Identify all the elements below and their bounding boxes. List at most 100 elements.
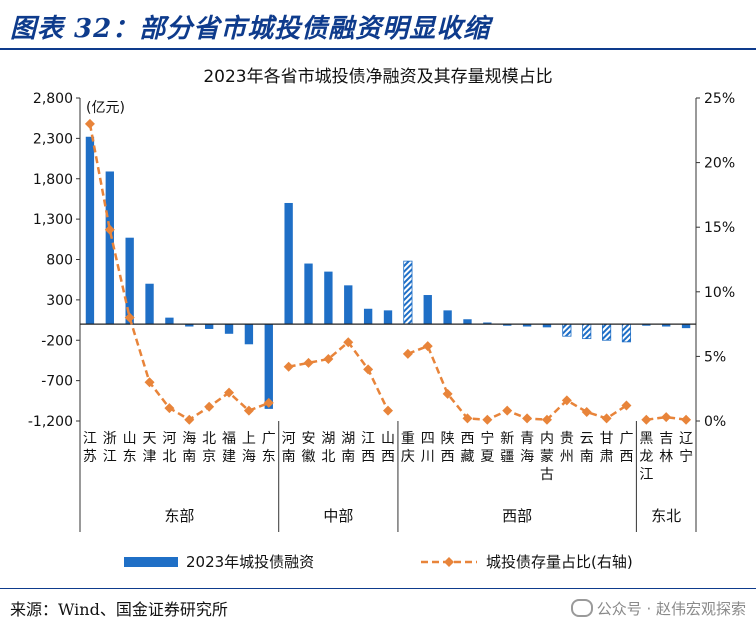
bar-山西 — [383, 310, 393, 325]
group-label-中部: 中部 — [323, 507, 353, 525]
bar-天津 — [145, 283, 154, 325]
category-label-重庆: 重庆 — [401, 431, 415, 465]
category-label-福建: 福建 — [222, 431, 236, 465]
figure-title: 图表 32：部分省市城投债融资明显收缩 — [10, 14, 491, 44]
share-marker-黑龙江 — [641, 414, 652, 425]
bar-浙江 — [105, 171, 114, 325]
bar-河南 — [284, 202, 293, 325]
category-label-宁夏: 宁夏 — [480, 430, 494, 465]
share-marker-广西 — [621, 400, 632, 411]
bar-江苏 — [85, 136, 95, 325]
category-label-北京: 北京 — [202, 431, 216, 465]
group-label-东部: 东部 — [164, 507, 194, 525]
legend-bar-swatch — [124, 557, 178, 567]
share-line-东部 — [88, 123, 270, 422]
category-label-甘肃: 甘肃 — [600, 431, 614, 465]
bar-广西 — [621, 323, 632, 343]
bar-青海 — [522, 324, 532, 327]
left-tick-label: 2,300 — [33, 131, 73, 147]
bar-辽宁 — [681, 324, 691, 329]
share-marker-安徽 — [303, 357, 314, 368]
category-label-四川: 四川 — [421, 431, 435, 465]
category-label-山西: 山西 — [381, 431, 395, 465]
watermark-text: 公众号 · 赵伟宏观探索 — [596, 600, 746, 618]
left-tick-label: -700 — [41, 374, 73, 390]
left-tick-label: 800 — [46, 253, 73, 269]
share-marker-重庆 — [402, 348, 413, 359]
share-line-西部 — [407, 344, 628, 421]
share-marker-上海 — [243, 405, 254, 416]
right-tick-label: 25% — [704, 91, 735, 107]
category-label-云南: 云南 — [580, 431, 594, 465]
category-label-江西: 江西 — [361, 431, 375, 465]
category-label-广东: 广东 — [262, 431, 276, 465]
share-marker-宁夏 — [482, 414, 493, 425]
category-label-江苏: 江苏 — [83, 431, 97, 465]
bar-吉林 — [662, 324, 671, 327]
left-tick-label: 1,800 — [33, 172, 73, 188]
report-header: 图表 32：部分省市城投债融资明显收缩 — [0, 0, 756, 52]
share-marker-福建 — [224, 387, 235, 398]
group-label-东北: 东北 — [651, 507, 681, 525]
category-label-山东: 山东 — [123, 431, 137, 465]
category-label-上海: 上海 — [242, 431, 256, 465]
left-tick-label: 1,300 — [33, 212, 73, 228]
bar-福建 — [224, 324, 234, 334]
share-marker-新疆 — [502, 405, 513, 416]
left-tick-label: -1,200 — [28, 414, 73, 430]
bar-内蒙古 — [542, 324, 552, 328]
bar-陕西 — [443, 310, 452, 325]
bar-甘肃 — [602, 323, 612, 341]
share-marker-海南 — [184, 414, 195, 425]
share-marker-贵州 — [561, 395, 572, 406]
category-label-内蒙古: 内蒙古 — [540, 431, 554, 483]
bar-海南 — [185, 324, 194, 327]
category-label-西藏: 西藏 — [460, 431, 474, 465]
bar-湖北 — [324, 271, 333, 325]
source-note: 来源：Wind、国金证券研究所 — [10, 600, 228, 619]
share-marker-辽宁 — [681, 414, 692, 425]
right-tick-label: 15% — [704, 220, 735, 236]
share-marker-广东 — [263, 397, 274, 408]
category-label-辽宁: 辽宁 — [679, 431, 693, 465]
share-marker-天津 — [144, 377, 155, 388]
bar-河北 — [165, 317, 174, 325]
share-marker-吉林 — [661, 412, 672, 423]
watermark: 公众号 · 赵伟宏观探索 — [570, 598, 746, 619]
legend-bar-label: 2023年城投债融资 — [186, 553, 314, 571]
bar-新疆 — [503, 324, 512, 326]
category-label-新疆: 新疆 — [500, 431, 514, 465]
category-label-浙江: 浙江 — [103, 431, 117, 465]
bar-西藏 — [463, 319, 472, 325]
chart: 2023年各省市城投债净融资及其存量规模占比 2,800 2,300 1,800 1,3… — [28, 67, 735, 571]
share-marker-云南 — [581, 406, 592, 417]
bar-云南 — [582, 323, 592, 340]
left-tick-label: -200 — [41, 333, 73, 349]
bar-广东 — [264, 324, 273, 409]
wechat-icon — [570, 599, 593, 617]
bar-江西 — [363, 308, 373, 325]
left-tick-label: 2,800 — [33, 91, 73, 107]
bar-四川 — [423, 295, 432, 325]
share-marker-江西 — [363, 364, 374, 375]
category-label-湖北: 湖北 — [321, 431, 335, 465]
right-tick-label: 20% — [704, 156, 735, 172]
bar-湖南 — [344, 285, 353, 325]
share-marker-湖北 — [323, 353, 334, 364]
legend-line-label: 城投债存量占比(右轴) — [486, 553, 633, 571]
category-label-贵州: 贵州 — [560, 431, 574, 465]
category-label-青海: 青海 — [520, 431, 534, 465]
share-marker-山东 — [124, 312, 135, 323]
category-label-湖南: 湖南 — [341, 431, 355, 465]
share-line-东北 — [646, 415, 687, 421]
category-label-海南: 海南 — [182, 431, 196, 465]
left-tick-label: 300 — [46, 293, 73, 309]
share-marker-北京 — [204, 401, 215, 412]
legend-line-marker — [444, 557, 454, 567]
bar-山东 — [125, 237, 134, 325]
share-line-中部 — [288, 340, 390, 412]
category-label-广西: 广西 — [619, 431, 633, 465]
category-label-河南: 河南 — [282, 431, 296, 465]
share-marker-河南 — [283, 361, 294, 372]
bar-宁夏 — [483, 322, 492, 325]
